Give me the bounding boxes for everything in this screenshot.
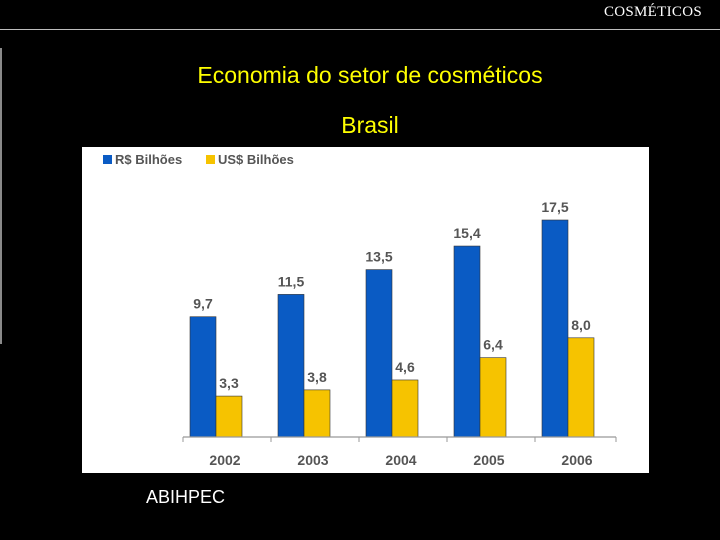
value-label-usd-2002: 3,3 [219, 375, 239, 391]
bar-brl-2004 [365, 269, 393, 438]
left-rule [0, 48, 2, 344]
bar-usd-2002 [215, 395, 243, 438]
bar-brl-2003 [277, 294, 305, 438]
header-rule [0, 29, 720, 30]
bar-usd-2004 [391, 379, 419, 438]
x-tick-label-2006: 2006 [561, 452, 592, 468]
value-label-brl-2003: 11,5 [278, 273, 305, 289]
bar-usd-2005 [479, 357, 507, 438]
bar-chart: R$ Bilhões US$ Bilhões 9,7 3,3 2002 11,5 3,8 20… [103, 152, 617, 468]
legend-swatch-usd [206, 155, 215, 164]
value-label-usd-2003: 3,8 [307, 369, 327, 385]
header-label: COSMÉTICOS [603, 4, 702, 20]
bar-usd-2006 [567, 337, 595, 438]
page-title: Economia do setor de cosméticos [197, 62, 543, 88]
value-label-usd-2004: 4,6 [395, 359, 415, 375]
bar-brl-2005 [453, 245, 481, 438]
legend-label-brl: R$ Bilhões [115, 152, 182, 167]
bar-brl-2006 [541, 219, 569, 438]
x-tick-label-2005: 2005 [473, 452, 504, 468]
page-subtitle: Brasil [341, 112, 399, 138]
bar-usd-2003 [303, 389, 331, 438]
x-tick-label-2003: 2003 [297, 452, 328, 468]
bar-brl-2002 [189, 316, 217, 438]
source-label: ABIHPEC [146, 487, 226, 507]
x-tick-label-2004: 2004 [385, 452, 416, 468]
value-label-brl-2002: 9,7 [193, 296, 213, 312]
chart-panel: R$ Bilhões US$ Bilhões 9,7 3,3 2002 11,5 3,8 20… [82, 147, 649, 473]
legend-swatch-brl [103, 155, 112, 164]
value-label-brl-2005: 15,4 [453, 225, 480, 241]
value-label-usd-2005: 6,4 [483, 337, 503, 353]
x-tick-label-2002: 2002 [209, 452, 240, 468]
legend-label-usd: US$ Bilhões [218, 152, 294, 167]
value-label-brl-2006: 17,5 [541, 199, 568, 215]
value-label-usd-2006: 8,0 [571, 317, 591, 333]
value-label-brl-2004: 13,5 [365, 249, 392, 265]
